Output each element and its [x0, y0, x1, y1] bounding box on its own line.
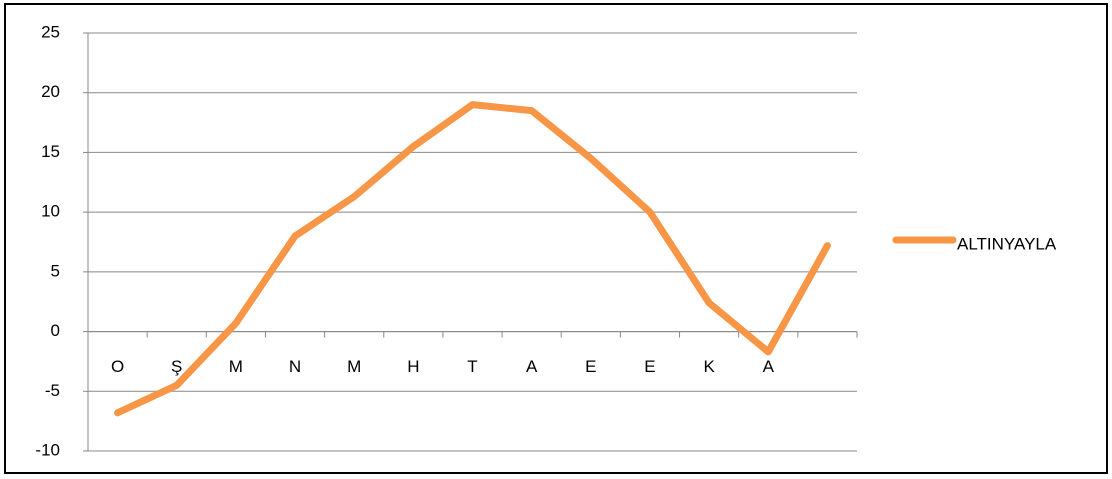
y-tick-label: -10	[35, 440, 60, 459]
x-tick-label: A	[763, 357, 775, 376]
series-line	[114, 101, 831, 417]
y-tick-label: -5	[45, 381, 60, 400]
x-tick-label: A	[526, 357, 538, 376]
x-tick-label: K	[703, 357, 715, 376]
legend-label: ALTINYAYLA	[957, 234, 1057, 253]
y-tick-label: 10	[41, 202, 60, 221]
x-tick-label: M	[347, 357, 361, 376]
x-tick-label: E	[644, 357, 655, 376]
x-tick-label: T	[467, 357, 477, 376]
y-tick-label: 0	[51, 321, 60, 340]
x-tick-label: M	[229, 357, 243, 376]
y-tick-label: 5	[51, 261, 60, 280]
y-tick-label: 15	[41, 142, 60, 161]
y-tick-label: 20	[41, 82, 60, 101]
x-tick-label: E	[585, 357, 596, 376]
y-tick-label: 25	[41, 22, 60, 41]
x-tick-label: N	[289, 357, 301, 376]
x-tick-label: Ş	[171, 357, 182, 376]
x-tick-label: O	[111, 357, 124, 376]
x-tick-label: H	[407, 357, 419, 376]
